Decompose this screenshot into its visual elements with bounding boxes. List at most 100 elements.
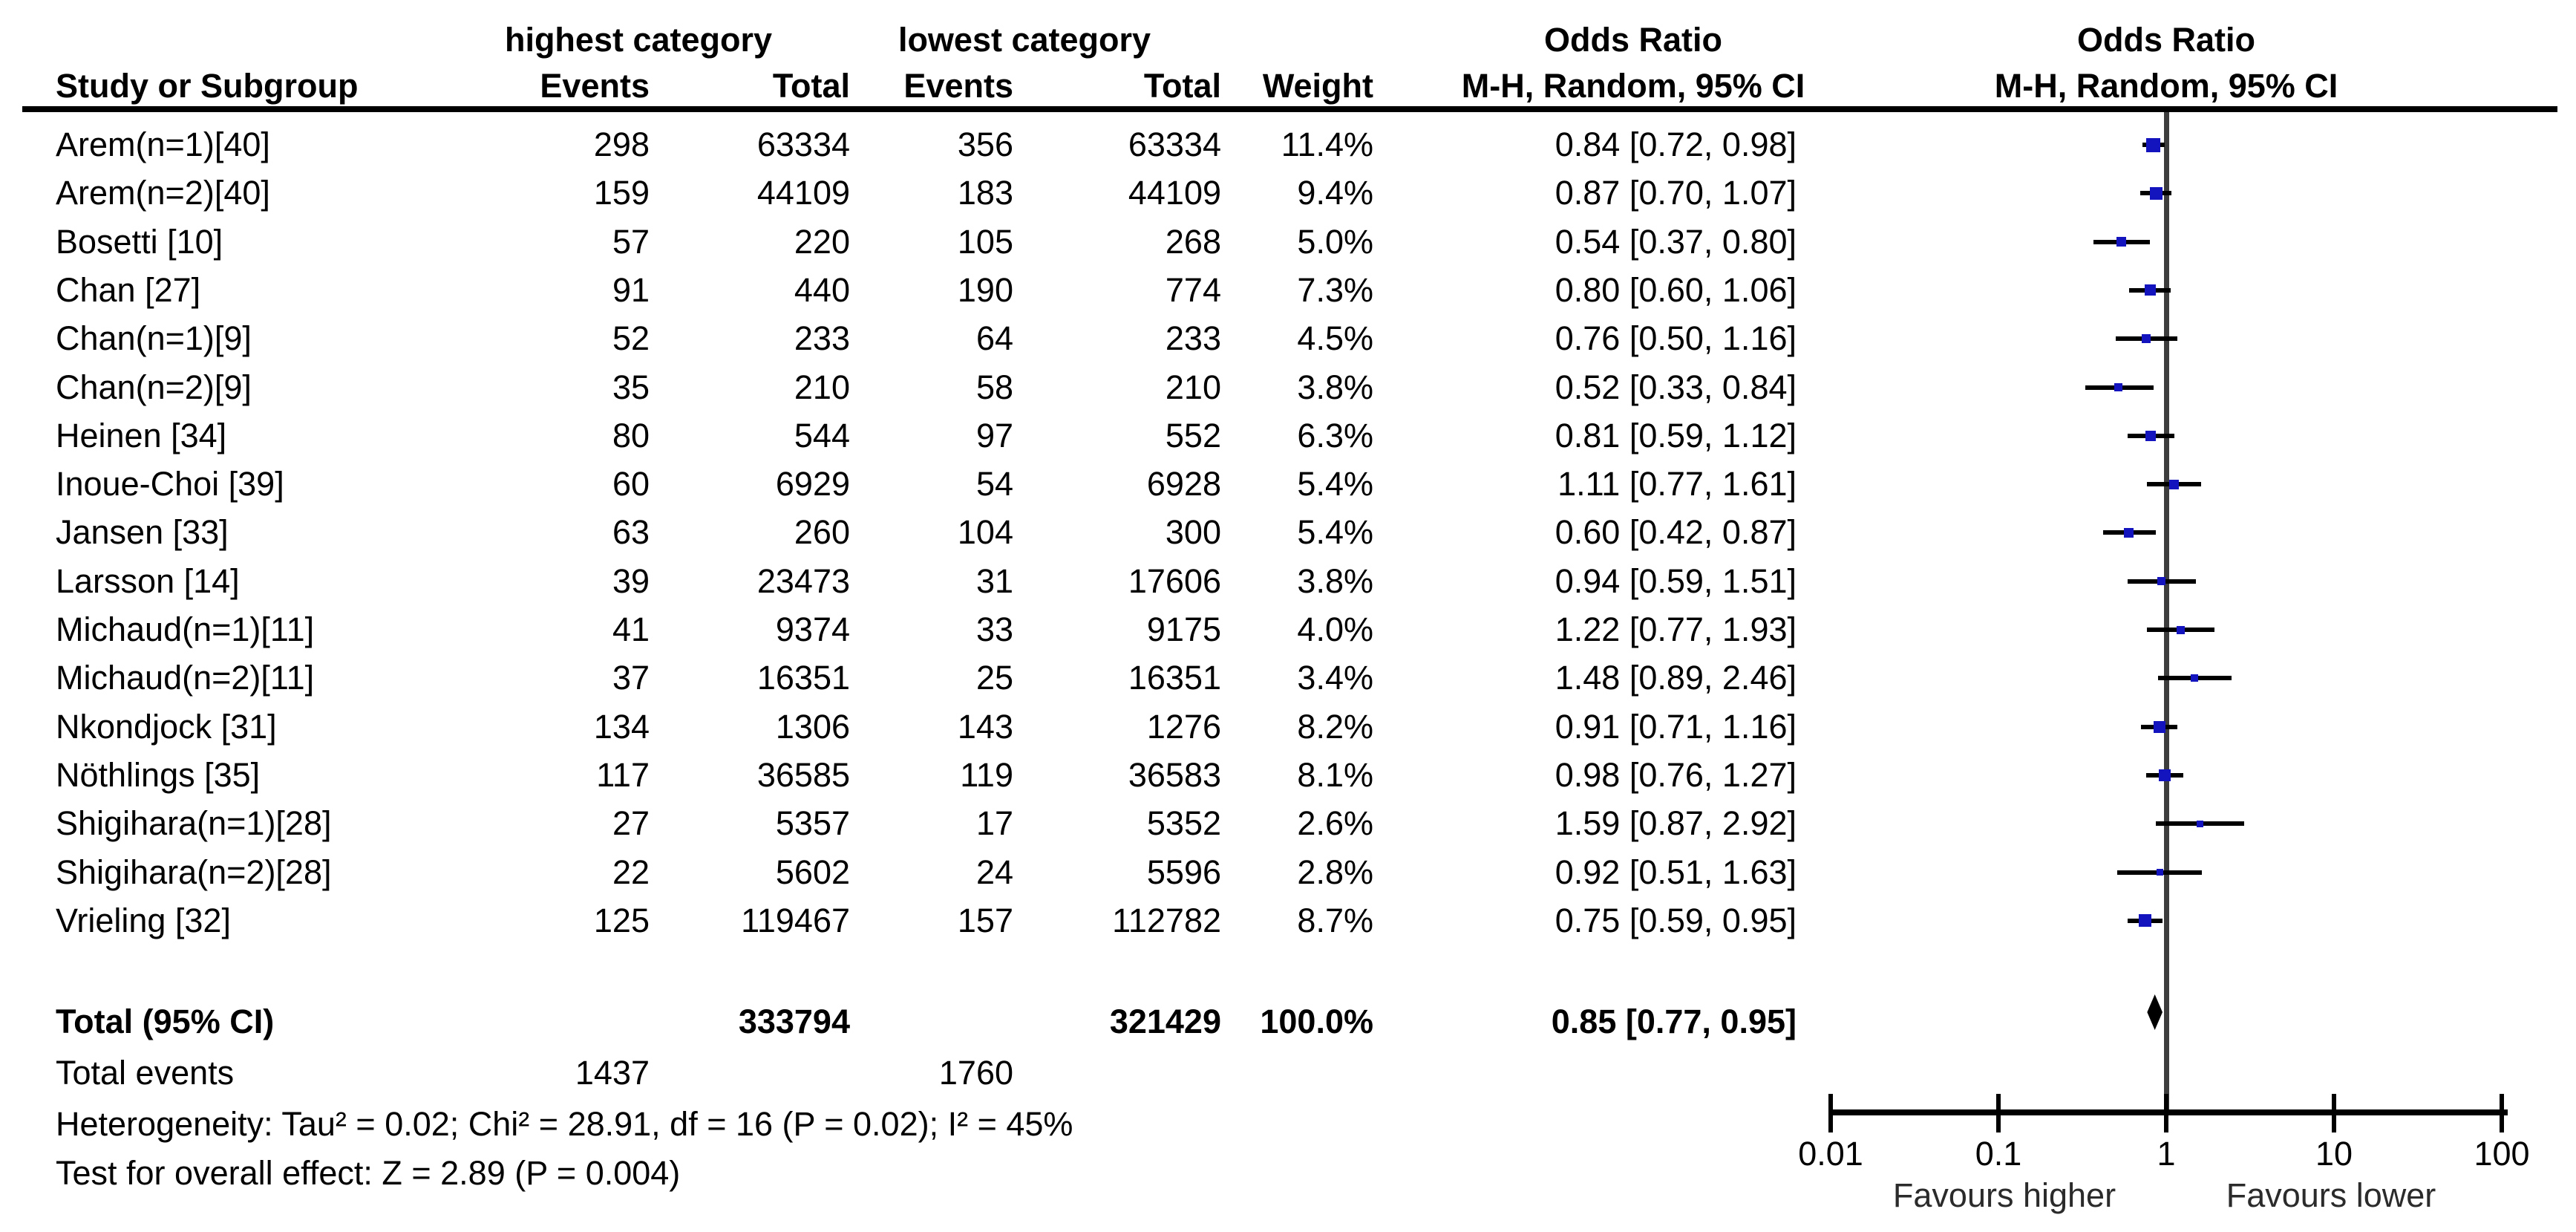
weight-value: 7.3% [1297,270,1373,309]
study-row: Michaud(n=1)[11] 41 9374 33 9175 4.0% 1.… [0,605,1826,654]
events-lowest-value: 97 [975,416,1013,454]
events-highest-value: 39 [612,561,650,600]
column-group-odds-ratio-text: Odds Ratio [1543,21,1723,59]
study-row: Jansen [33] 63 260 104 300 5.4% 0.60 [0.… [0,508,1826,557]
axis-tick [2500,1094,2504,1132]
total-lowest-value: 44109 [1128,174,1221,212]
study-name: Michaud(n=2)[11] [56,659,315,697]
or-point-marker [2159,769,2171,781]
study-row: Arem(n=1)[40] 298 63334 356 63334 11.4% … [0,120,1826,169]
events-lowest-value: 31 [975,561,1013,600]
total-highest-value: 63334 [756,126,850,163]
total-highest-value: 220 [794,222,850,261]
total-lowest-value: 210 [1165,368,1221,406]
weight-value: 8.7% [1297,901,1373,939]
total-lowest-value: 63334 [1128,126,1221,163]
weight-value: 5.4% [1297,513,1373,552]
weight-value: 3.8% [1297,561,1373,600]
total-lowest-value: 112782 [1112,901,1221,939]
or-ci-value: 1.59 [0.87, 2.92] [1555,804,1797,843]
weight-value: 3.8% [1297,368,1373,406]
study-name: Shigihara(n=2)[28] [56,853,332,891]
or-ci-value: 0.91 [0.71, 1.16] [1555,707,1797,746]
events-highest-value: 80 [612,416,650,454]
overall-effect-test: Test for overall effect: Z = 2.89 (P = 0… [56,1154,681,1192]
or-ci-value: 0.84 [0.72, 0.98] [1555,126,1797,163]
study-row: Nöthlings [35] 117 36585 119 36583 8.1% … [0,751,1826,800]
weight-value: 3.4% [1297,659,1373,697]
events-highest-value: 134 [593,707,650,746]
events-highest-value: 298 [593,126,650,163]
total-events-row: Total events 1437 1760 [0,1049,1826,1098]
weight-value: 2.8% [1297,853,1373,891]
total-highest-value: 36585 [756,755,850,794]
events-lowest-value: 190 [957,270,1013,309]
total-events-low: 1760 [938,1054,1013,1092]
weight-value: 5.0% [1297,222,1373,261]
total-lowest-value: 233 [1165,319,1221,358]
axis-tick-label: 10 [2315,1135,2353,1173]
total-highest-value: 119467 [741,901,850,939]
study-row: Michaud(n=2)[11] 37 16351 25 16351 3.4% … [0,654,1826,703]
total-highest-value: 233 [794,319,850,358]
x-axis-line [1829,1109,2508,1115]
total-highest-value: 44109 [756,174,850,212]
total-highest-value: 440 [794,270,850,309]
total-weight: 100.0% [1260,1003,1373,1040]
study-row: Chan [27] 91 440 190 774 7.3% 0.80 [0.60… [0,266,1826,315]
study-name: Heinen [34] [56,416,227,454]
total-lowest-value: 268 [1165,222,1221,261]
total-lowest-value: 6928 [1146,465,1221,503]
events-highest-value: 125 [593,901,650,939]
weight-value: 2.6% [1297,804,1373,843]
events-lowest-value: 143 [957,707,1013,746]
study-name: Jansen [33] [56,513,229,552]
axis-tick-label: 0.01 [1798,1135,1863,1173]
or-point-marker [2142,334,2151,344]
or-point-marker [2149,186,2163,200]
total-highest-value: 210 [794,368,850,406]
total-or-ci: 0.85 [0.77, 0.95] [1551,1003,1797,1040]
col-header-weight: Weight [1262,67,1373,105]
axis-tick [1828,1094,1833,1132]
or-point-marker [2177,625,2186,634]
total-lowest-value: 774 [1165,270,1221,309]
events-lowest-value: 356 [957,126,1013,163]
study-name: Chan(n=1)[9] [56,319,252,358]
col-header-events-highest: Events [540,67,650,105]
study-name: Chan(n=2)[9] [56,368,252,406]
events-lowest-value: 17 [975,804,1013,843]
header-divider-rule [22,106,2557,112]
axis-tick-label: 100 [2474,1135,2530,1173]
study-name: Arem(n=2)[40] [56,174,270,212]
or-point-marker [2153,720,2165,733]
events-highest-value: 57 [612,222,650,261]
or-point-marker [2145,430,2157,441]
study-name: Chan [27] [56,270,201,309]
study-name: Shigihara(n=1)[28] [56,804,332,843]
or-ci-value: 0.92 [0.51, 1.63] [1555,853,1797,891]
events-lowest-value: 33 [975,610,1013,648]
column-group-odds-ratio-plot: Odds Ratio [2076,21,2256,59]
axis-tick [2332,1094,2336,1132]
total-lowest-value: 5596 [1146,853,1221,891]
total-lowest-value: 1276 [1146,707,1221,746]
study-row: Vrieling [32] 125 119467 157 112782 8.7%… [0,896,1826,945]
events-lowest-value: 24 [975,853,1013,891]
weight-value: 8.1% [1297,755,1373,794]
study-name: Vrieling [32] [56,901,231,939]
study-name: Nöthlings [35] [56,755,261,794]
events-lowest-value: 157 [957,901,1013,939]
study-row: Chan(n=1)[9] 52 233 64 233 4.5% 0.76 [0.… [0,314,1826,363]
weight-value: 4.5% [1297,319,1373,358]
or-point-marker [2146,137,2161,152]
col-header-mh-plot: M-H, Random, 95% CI [1994,67,2338,105]
axis-tick-label: 0.1 [1975,1135,2022,1173]
total-highest-value: 260 [794,513,850,552]
or-point-marker [2124,527,2134,538]
or-ci-value: 0.60 [0.42, 0.87] [1555,513,1797,552]
events-highest-value: 117 [596,755,650,794]
events-highest-value: 35 [612,368,650,406]
weight-value: 4.0% [1297,610,1373,648]
